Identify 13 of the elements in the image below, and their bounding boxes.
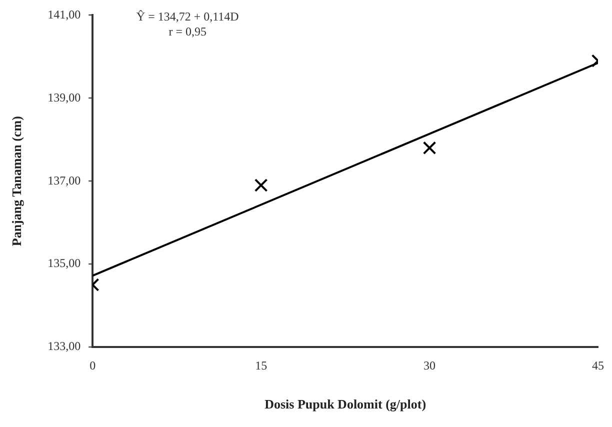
x-tick-label: 45 (592, 358, 604, 372)
y-tick-label: 135,00 (48, 256, 81, 270)
y-tick-label: 137,00 (48, 173, 81, 188)
x-tick-label: 30 (424, 358, 436, 372)
y-tick-label: 141,00 (48, 7, 81, 22)
x-tick-label: 0 (90, 358, 96, 372)
annotation: r = 0,95 (168, 24, 206, 38)
x-axis-title: Dosis Pupuk Dolomit (g/plot) (264, 396, 426, 412)
y-tick-label: 133,00 (48, 339, 81, 354)
annotation: Ŷ = 134,72 + 0,114D (136, 9, 240, 24)
y-tick-label: 139,00 (48, 90, 81, 104)
x-tick-label: 15 (255, 358, 268, 372)
y-axis-title: Panjang Tanaman (cm) (9, 116, 24, 246)
